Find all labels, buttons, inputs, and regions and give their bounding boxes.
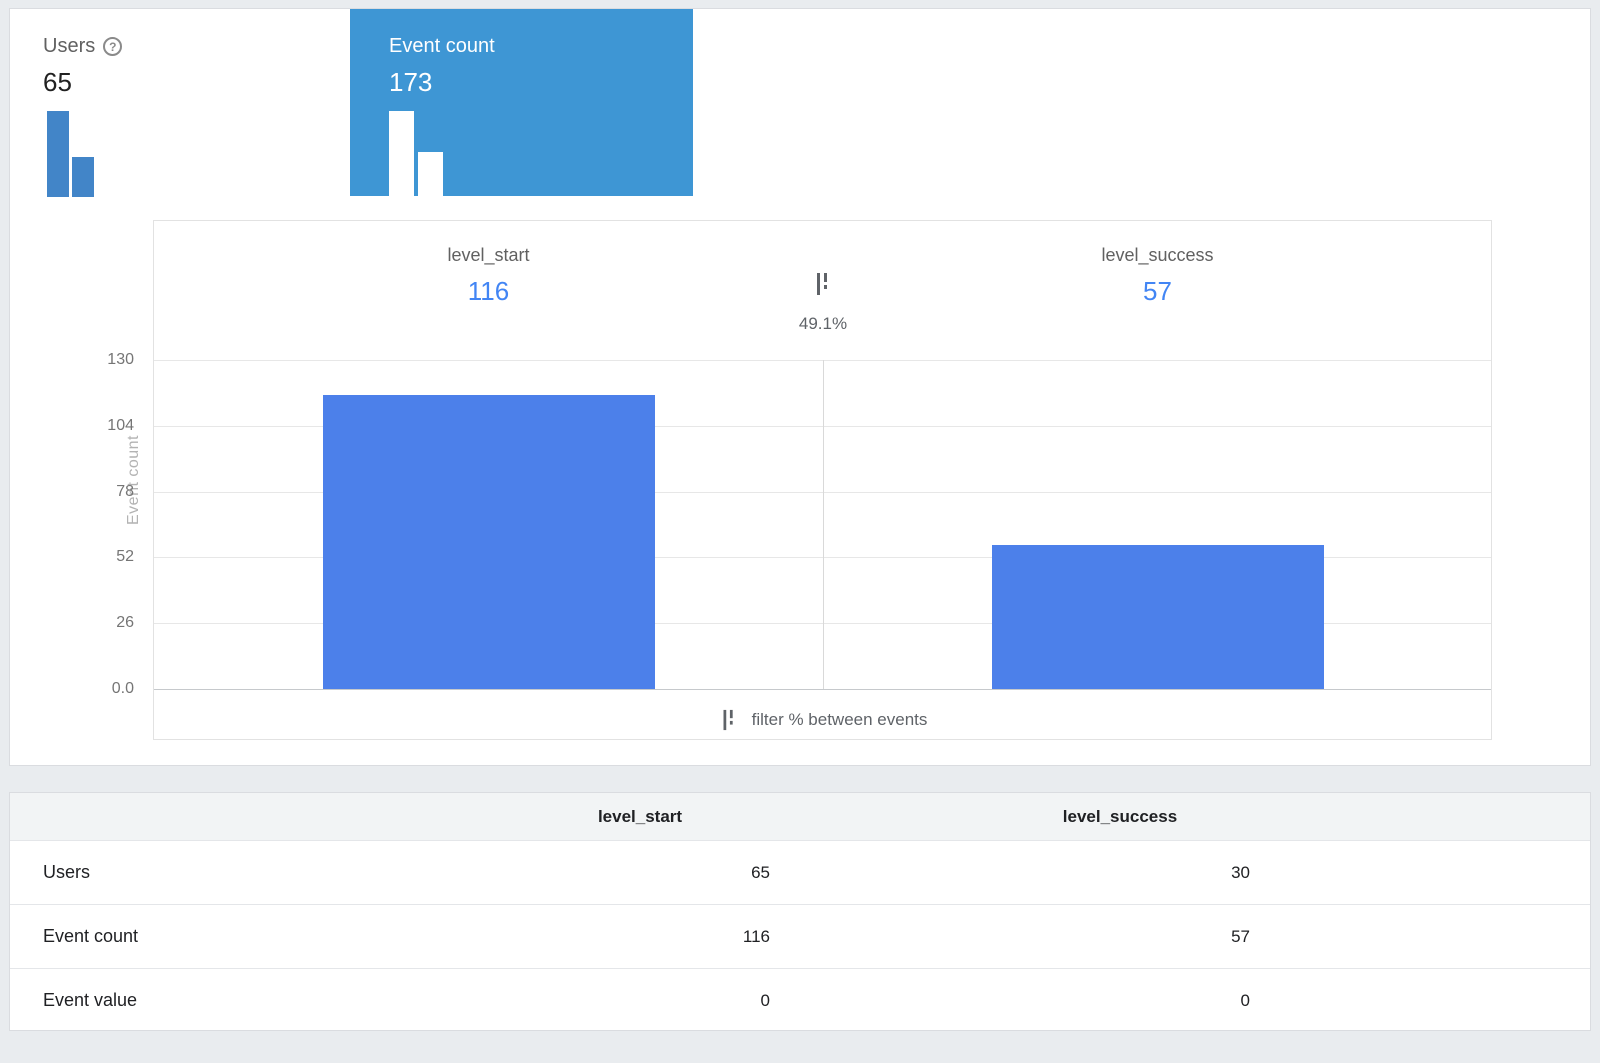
table-cell: 0 xyxy=(760,990,770,1010)
y-tick-label: 52 xyxy=(116,548,134,566)
table-header-level-start: level_start xyxy=(597,806,683,826)
table-header-row: level_start level_success xyxy=(10,793,1590,840)
table-row: Event value 0 0 xyxy=(10,968,1590,1032)
y-gridline xyxy=(154,491,1491,493)
mini-bar xyxy=(418,152,443,197)
table-header-level-success: level_success xyxy=(1062,806,1178,826)
event-count-metric-label: Event count xyxy=(389,35,495,57)
y-gridline xyxy=(154,425,1491,427)
y-tick-label: 78 xyxy=(116,482,134,500)
table-cell: 57 xyxy=(1231,926,1250,946)
metrics-and-chart-card: Users ? 65 Event count 173 level_start 1… xyxy=(9,8,1591,766)
event-column-level-success: level_success 57 xyxy=(823,221,1492,307)
events-table: level_start level_success Users 65 30 Ev… xyxy=(9,792,1591,1031)
row-label: Event value xyxy=(43,990,138,1010)
mini-bar-chart-icon xyxy=(47,111,94,197)
mini-bar xyxy=(47,111,69,197)
chart-footer-label: filter % between events xyxy=(751,710,928,729)
event-count-value: 57 xyxy=(1143,276,1172,306)
event-count-metric-value: 173 xyxy=(389,67,433,97)
percent-between-control[interactable]: 49.1% xyxy=(753,271,893,334)
y-gridline xyxy=(154,557,1491,559)
users-metric-header: Users ? xyxy=(43,35,123,58)
table-cell: 30 xyxy=(1231,862,1250,882)
column-divider xyxy=(823,360,824,689)
metric-card-users[interactable]: Users ? 65 xyxy=(10,9,350,197)
event-comparison-chart: level_start 116 49.1% level_success 57 E… xyxy=(107,220,1492,740)
mini-bar xyxy=(72,157,94,197)
event-count-metric-header: Event count xyxy=(389,35,495,58)
table-cell: 116 xyxy=(742,926,770,946)
event-name: level_start xyxy=(447,245,530,265)
table-cell: 65 xyxy=(751,862,770,882)
row-label: Users xyxy=(43,862,91,882)
percent-filter-icon xyxy=(817,273,827,295)
y-tick-label: 0.0 xyxy=(111,680,134,697)
y-tick-label: 130 xyxy=(107,351,134,368)
y-tick-label: 104 xyxy=(107,416,134,434)
event-column-level-start: level_start 116 xyxy=(154,221,823,307)
plot-area: 130 104 78 52 26 0.0 xyxy=(107,351,1491,697)
y-gridline xyxy=(154,360,1491,361)
bar-level-success[interactable] xyxy=(992,544,1324,689)
mini-bar xyxy=(389,111,414,197)
bar-level-start[interactable] xyxy=(323,395,655,689)
metric-card-event-count[interactable]: Event count 173 xyxy=(350,9,693,197)
users-metric-value: 65 xyxy=(43,67,72,97)
table-row: Users 65 30 xyxy=(10,840,1590,904)
table-row: Event count 116 57 xyxy=(10,904,1590,968)
users-metric-label: Users xyxy=(43,35,96,57)
chart-footer-legend: filter % between events xyxy=(154,705,1491,735)
percent-between-value: 49.1% xyxy=(798,314,848,333)
event-name: level_success xyxy=(1101,245,1214,265)
y-tick-label: 26 xyxy=(116,614,134,632)
mini-bar-chart-icon xyxy=(389,111,443,197)
x-axis-line xyxy=(154,689,1491,690)
row-label: Event count xyxy=(43,926,139,946)
help-icon[interactable]: ? xyxy=(103,37,123,56)
percent-filter-icon xyxy=(723,709,733,731)
y-gridline xyxy=(154,623,1491,625)
table-cell: 0 xyxy=(1240,990,1250,1010)
event-count-value: 116 xyxy=(467,276,510,306)
